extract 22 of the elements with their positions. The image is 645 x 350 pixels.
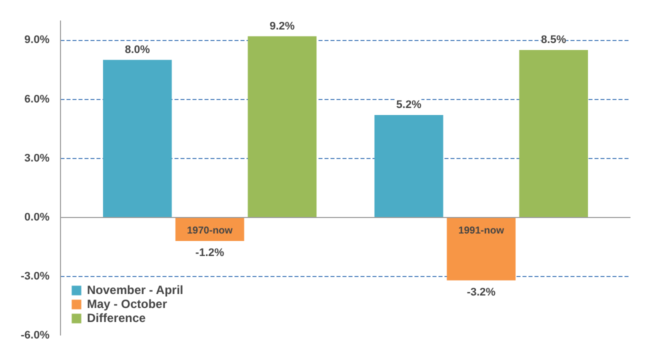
- data-label: 9.2%: [270, 20, 295, 32]
- y-tick-label: 6.0%: [24, 93, 50, 106]
- data-label: -1.2%: [195, 247, 224, 259]
- legend-label: November - April: [87, 283, 184, 297]
- legend-label: May - October: [87, 297, 168, 311]
- bar: [103, 60, 172, 218]
- annotation: 1991-now: [458, 225, 504, 236]
- bar: [248, 36, 317, 218]
- y-tick-label: 3.0%: [24, 152, 50, 164]
- annotation: 1970-now: [187, 225, 233, 236]
- legend-label: Difference: [87, 311, 146, 325]
- bar: [446, 217, 516, 280]
- data-label: 5.2%: [396, 99, 422, 111]
- bar: [374, 115, 444, 218]
- data-label: -3.2%: [466, 286, 496, 298]
- y-tick-label: -3.0%: [20, 270, 50, 282]
- y-tick-label: -6.0%: [20, 330, 50, 342]
- bar: [519, 50, 588, 218]
- data-label: 8.5%: [541, 34, 566, 46]
- y-tick-label: 0.0%: [24, 211, 50, 224]
- y-tick-label: 9.0%: [24, 34, 50, 46]
- data-label: 8.0%: [124, 44, 150, 56]
